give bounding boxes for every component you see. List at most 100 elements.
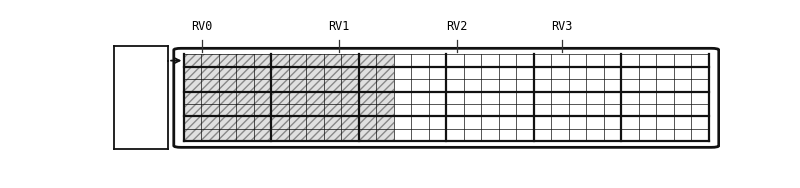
Bar (236, 129, 254, 141)
Bar (202, 67, 218, 79)
Bar (324, 79, 342, 92)
Bar (289, 54, 306, 67)
Bar (254, 104, 271, 116)
Bar (202, 79, 218, 92)
Bar (254, 92, 271, 104)
Bar (202, 92, 218, 104)
Bar (254, 79, 271, 92)
Bar (218, 129, 236, 141)
Bar (342, 116, 358, 129)
Bar (202, 54, 218, 67)
Bar (202, 129, 218, 141)
Bar (324, 67, 342, 79)
Bar (342, 104, 358, 116)
Bar (218, 79, 236, 92)
Bar (324, 129, 342, 141)
Bar (184, 129, 202, 141)
Bar (236, 104, 254, 116)
Bar (342, 54, 358, 67)
Bar (324, 79, 342, 92)
Bar (184, 54, 202, 67)
Bar (342, 92, 358, 104)
Bar (306, 67, 324, 79)
Bar (342, 116, 358, 129)
Bar (254, 67, 271, 79)
Bar (236, 79, 254, 92)
Bar (271, 116, 289, 129)
Bar (324, 92, 342, 104)
Bar (376, 79, 394, 92)
Bar (358, 116, 376, 129)
Text: RV1: RV1 (328, 20, 350, 33)
Bar (236, 92, 254, 104)
Bar (306, 104, 324, 116)
Bar (289, 67, 306, 79)
Bar (358, 54, 376, 67)
Bar (218, 104, 236, 116)
Bar (236, 54, 254, 67)
Bar (289, 129, 306, 141)
Bar (254, 54, 271, 67)
Bar (358, 104, 376, 116)
Bar (236, 129, 254, 141)
Bar (376, 92, 394, 104)
Bar (202, 116, 218, 129)
Bar (271, 92, 289, 104)
Bar (271, 116, 289, 129)
Bar (202, 67, 218, 79)
Bar (306, 116, 324, 129)
Bar (254, 116, 271, 129)
Bar (358, 67, 376, 79)
Bar (342, 79, 358, 92)
Bar (202, 92, 218, 104)
Bar (271, 67, 289, 79)
Bar (306, 92, 324, 104)
Bar (376, 129, 394, 141)
Bar (184, 116, 202, 129)
Bar (324, 116, 342, 129)
Bar (358, 104, 376, 116)
Bar (376, 54, 394, 67)
Bar (254, 104, 271, 116)
Bar (358, 92, 376, 104)
Bar (289, 92, 306, 104)
Bar (236, 116, 254, 129)
Bar (376, 116, 394, 129)
Bar (289, 116, 306, 129)
Text: RV0: RV0 (192, 20, 213, 33)
Bar (358, 129, 376, 141)
Bar (202, 104, 218, 116)
Bar (184, 129, 202, 141)
Bar (184, 104, 202, 116)
Bar (289, 79, 306, 92)
Bar (342, 92, 358, 104)
Bar (306, 116, 324, 129)
Bar (236, 79, 254, 92)
Bar (218, 129, 236, 141)
Bar (218, 92, 236, 104)
Bar (271, 54, 289, 67)
Bar (236, 104, 254, 116)
Bar (218, 104, 236, 116)
Bar (376, 129, 394, 141)
Bar (289, 92, 306, 104)
Bar (358, 129, 376, 141)
Bar (358, 92, 376, 104)
Bar (358, 79, 376, 92)
Bar (289, 54, 306, 67)
Text: RV3: RV3 (551, 20, 573, 33)
Bar (306, 54, 324, 67)
Bar (376, 54, 394, 67)
Bar (254, 129, 271, 141)
Bar (202, 104, 218, 116)
Bar (324, 104, 342, 116)
Bar (358, 79, 376, 92)
Bar (254, 129, 271, 141)
Bar (342, 129, 358, 141)
Bar (342, 67, 358, 79)
Bar (306, 79, 324, 92)
Bar (184, 116, 202, 129)
Bar (236, 67, 254, 79)
Bar (254, 67, 271, 79)
Bar (306, 104, 324, 116)
